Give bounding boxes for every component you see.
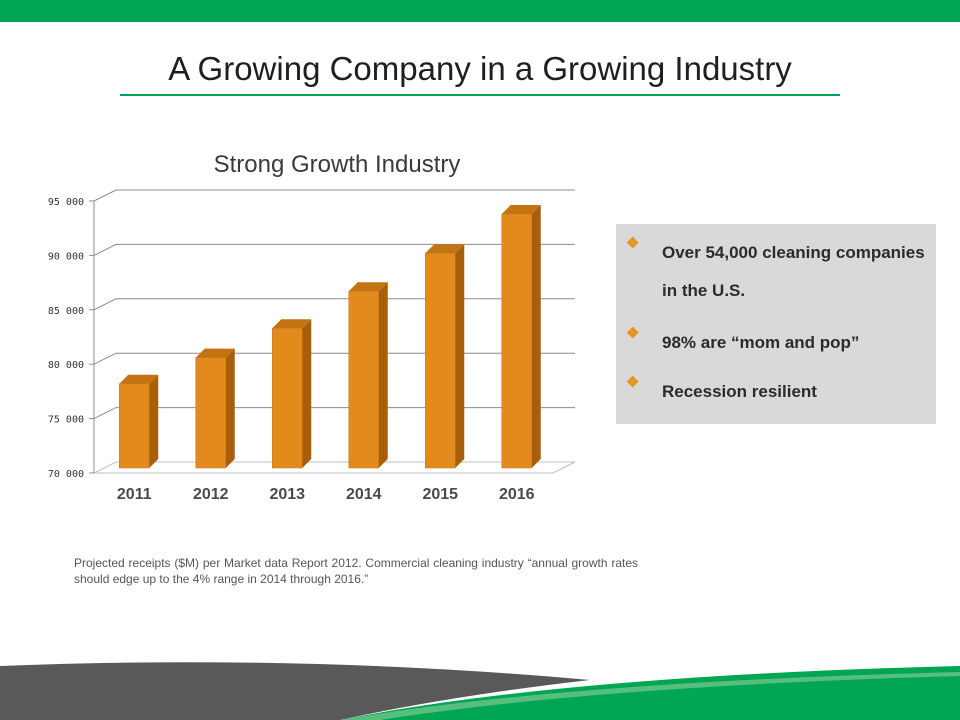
chart-floor [93, 461, 575, 474]
chart-gridline [93, 243, 575, 256]
bar-side-2015 [455, 244, 465, 468]
y-tick-label: 70 000 [48, 469, 84, 480]
bar-side-2011 [149, 374, 159, 468]
bar-top-2011 [119, 374, 159, 384]
y-tick-label: 75 000 [48, 415, 84, 426]
y-tick-label: 95 000 [48, 197, 84, 208]
chart-gridline [93, 352, 575, 365]
chart-gridline [93, 189, 575, 202]
y-tick-label: 80 000 [48, 360, 84, 371]
bar-2015 [425, 252, 456, 469]
x-tick-label: 2015 [422, 486, 458, 503]
bar-top-2014 [348, 282, 388, 292]
chart-gridlines [93, 189, 576, 474]
bullet-text: 98% are “mom and pop” [662, 333, 860, 352]
bar-2014 [348, 291, 379, 469]
bullet-recession-resilient: ❖ Recession resilient [626, 373, 926, 411]
bar-side-2016 [531, 205, 541, 468]
chart-floor-edge [552, 461, 576, 474]
chart-bars [119, 205, 541, 469]
chart-y-axis: 70 000 75 000 80 000 85 000 90 000 95 000 [48, 197, 95, 480]
bar-2011 [119, 383, 150, 469]
bullet-text: Over 54,000 cleaning companies in the U.… [662, 243, 925, 300]
bar-top-2013 [272, 319, 312, 329]
bar-chart: Strong Growth Industry 70 000 75 000 80 00… [48, 151, 576, 503]
highlights-box: ❖ Over 54,000 cleaning companies in the … [616, 224, 936, 424]
slide-title: A Growing Company in a Growing Industry [168, 50, 792, 87]
diamond-bullet-icon: ❖ [626, 325, 640, 342]
x-tick-label: 2011 [117, 486, 152, 503]
bar-top-2012 [195, 348, 235, 358]
bar-side-2013 [302, 319, 312, 468]
bottom-decorative-band [0, 662, 960, 720]
dark-swoosh [0, 662, 590, 720]
bullet-text: Recession resilient [662, 382, 817, 401]
diamond-bullet-icon: ❖ [626, 374, 640, 391]
bar-side-2012 [225, 348, 235, 468]
bar-top-2016 [501, 205, 541, 215]
x-tick-label: 2016 [499, 486, 535, 503]
bar-side-2014 [378, 282, 388, 468]
chart-gridline [93, 298, 575, 311]
bar-top-2015 [425, 244, 465, 254]
chart-x-labels: 2011 2012 2013 2014 2015 2016 [117, 486, 535, 503]
bar-2013 [272, 328, 303, 469]
x-tick-label: 2013 [269, 486, 305, 503]
light-swoosh [340, 672, 960, 720]
title-underline [120, 94, 840, 96]
bullet-cleaning-companies: ❖ Over 54,000 cleaning companies in the … [626, 234, 926, 310]
chart-title: Strong Growth Industry [214, 151, 461, 178]
top-accent-bar [0, 0, 960, 22]
x-tick-label: 2012 [193, 486, 229, 503]
y-tick-label: 85 000 [48, 306, 84, 317]
bar-2012 [195, 357, 226, 469]
chart-gridline [93, 407, 575, 420]
bar-2016 [501, 213, 532, 469]
x-tick-label: 2014 [346, 486, 382, 503]
diamond-bullet-icon: ❖ [626, 235, 640, 252]
chart-source-footnote: Projected receipts ($M) per Market data … [74, 556, 638, 586]
y-tick-label: 90 000 [48, 251, 84, 262]
bullet-mom-and-pop: ❖ 98% are “mom and pop” [626, 324, 926, 362]
